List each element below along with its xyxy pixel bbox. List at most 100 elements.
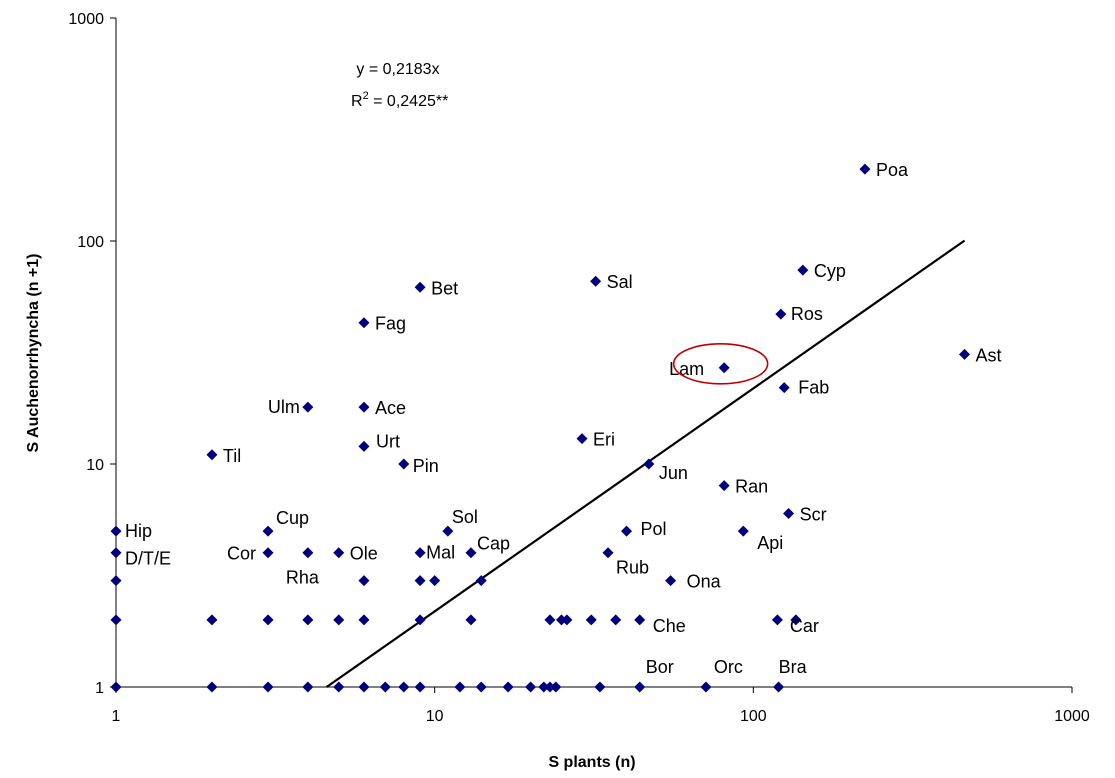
data-point-lam — [718, 362, 730, 374]
point-label-ran: Ran — [735, 477, 768, 497]
data-point — [414, 681, 426, 693]
point-label-rha: Rha — [286, 568, 320, 588]
data-point-d-t-e — [110, 547, 122, 559]
data-point — [594, 681, 606, 693]
data-point-api — [737, 525, 749, 537]
y-tick-label: 10 — [86, 457, 104, 474]
data-point — [429, 575, 441, 587]
point-label-ole: Ole — [350, 544, 378, 564]
data-point — [110, 575, 122, 587]
data-point-scr — [783, 507, 795, 519]
point-label-lam: Lam — [669, 359, 704, 379]
data-point — [502, 681, 514, 693]
data-point-pol — [621, 525, 633, 537]
data-point — [333, 681, 345, 693]
point-label-cyp: Cyp — [814, 261, 846, 281]
data-point — [358, 614, 370, 626]
point-label-scr: Scr — [800, 504, 827, 524]
point-labels: Poa Cyp Ros Ast Lam Fab Sal Bet Fag Ulm Ace Urt Til P… — [125, 160, 1002, 677]
data-point-poa — [859, 163, 871, 175]
point-label-pin: Pin — [413, 456, 439, 476]
data-point-fag — [358, 317, 370, 329]
data-point-ole — [333, 547, 345, 559]
point-label-poa: Poa — [876, 160, 909, 180]
data-point-mal — [414, 547, 426, 559]
annotations: y = 0,2183x R2 = 0,2425** — [351, 61, 448, 110]
data-point — [771, 614, 783, 626]
data-point-ast — [959, 348, 971, 360]
highlight-ellipse — [672, 343, 769, 385]
data-point — [262, 681, 274, 693]
y-tick-label: 1 — [95, 680, 104, 697]
x-tick-label: 10 — [426, 708, 444, 725]
data-point — [550, 681, 562, 693]
point-label-jun: Jun — [659, 463, 688, 483]
data-point-bra — [773, 681, 785, 693]
point-label-ulm: Ulm — [268, 397, 300, 417]
data-point — [414, 575, 426, 587]
data-point — [302, 614, 314, 626]
point-label-bet: Bet — [431, 278, 458, 298]
y-tick-label: 1000 — [68, 11, 104, 28]
point-label-che: Che — [653, 616, 686, 636]
r-squared-superscript: 2 — [363, 90, 369, 102]
data-point-hip — [110, 525, 122, 537]
data-point-rub — [602, 547, 614, 559]
data-point — [302, 681, 314, 693]
equation-text: y = 0,2183x — [356, 61, 439, 78]
data-point — [475, 681, 487, 693]
point-label-mal: Mal — [426, 543, 455, 563]
r-squared-text: R2 = 0,2425** — [351, 90, 448, 110]
data-points — [110, 163, 971, 693]
data-point-ulm — [302, 401, 314, 413]
data-point-urt — [358, 440, 370, 452]
data-point — [538, 681, 550, 693]
point-label-ona: Ona — [687, 572, 722, 592]
data-point-che — [634, 614, 646, 626]
data-point-sal — [590, 275, 602, 287]
data-point-til — [206, 449, 218, 461]
y-axis-title: S Auchenorrhyncha (n +1) — [25, 254, 42, 453]
data-point — [610, 614, 622, 626]
data-point — [379, 681, 391, 693]
point-label-car: Car — [790, 616, 819, 636]
data-point — [561, 614, 573, 626]
data-point — [333, 614, 345, 626]
data-point-pin — [398, 458, 410, 470]
data-point — [525, 681, 537, 693]
point-label-rub: Rub — [616, 558, 649, 578]
point-label-eri: Eri — [593, 430, 615, 450]
point-label-ast: Ast — [976, 345, 1002, 365]
point-label-urt: Urt — [376, 431, 400, 451]
point-label-ace: Ace — [375, 398, 406, 418]
point-label-til: Til — [223, 446, 241, 466]
data-point — [454, 681, 466, 693]
data-point — [358, 575, 370, 587]
y-tick-label: 100 — [77, 234, 104, 251]
data-point-cap — [465, 547, 477, 559]
point-label-pol: Pol — [641, 519, 667, 539]
point-label-hip: Hip — [125, 521, 152, 541]
point-label-sol: Sol — [452, 507, 478, 527]
point-label-api: Api — [757, 533, 783, 553]
r-squared-value: = 0,2425** — [369, 93, 449, 110]
data-point — [475, 575, 487, 587]
point-label-cap: Cap — [477, 534, 510, 554]
point-label-sal: Sal — [607, 272, 633, 292]
point-label-cup: Cup — [276, 508, 309, 528]
data-point — [414, 614, 426, 626]
data-point — [206, 681, 218, 693]
data-point — [544, 681, 556, 693]
x-tick-label: 1 — [112, 708, 121, 725]
data-point-bor — [634, 681, 646, 693]
data-point-fab — [778, 382, 790, 394]
data-point-cyp — [797, 264, 809, 276]
data-point-orc — [700, 681, 712, 693]
data-point-ace — [358, 401, 370, 413]
data-point — [110, 681, 122, 693]
data-point-jun — [643, 458, 655, 470]
data-point-ros — [775, 308, 787, 320]
point-label-fab: Fab — [798, 378, 829, 398]
axes: 1 10 100 1000 1 10 100 1000 — [68, 11, 1089, 725]
